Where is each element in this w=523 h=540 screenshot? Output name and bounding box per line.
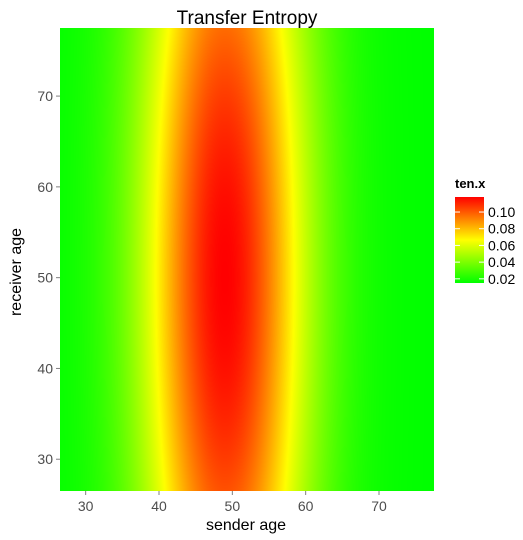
legend-tick-label: 0.10 [488, 204, 515, 220]
y-tick-label: 70 [37, 88, 53, 104]
y-tick-label: 50 [37, 270, 53, 286]
x-tick-label: 50 [225, 498, 241, 514]
color-legend: ten.x 0.020.040.060.080.10 [455, 176, 515, 287]
legend-tick-label: 0.08 [488, 221, 515, 237]
x-tick-label: 60 [298, 498, 314, 514]
legend-title: ten.x [455, 176, 486, 191]
y-tick-label: 60 [37, 179, 53, 195]
x-tick-label: 40 [151, 498, 167, 514]
x-tick-label: 70 [371, 498, 387, 514]
legend-colorbar [455, 197, 484, 283]
x-tick-label: 30 [78, 498, 94, 514]
y-axis-title: receiver age [8, 228, 25, 316]
heatmap-surface [60, 28, 434, 491]
x-axis: 30 40 50 60 70 [78, 491, 387, 514]
y-tick-label: 40 [37, 360, 53, 376]
legend-tick-label: 0.02 [488, 271, 515, 287]
y-tick-label: 30 [37, 451, 53, 467]
chart-title: Transfer Entropy [177, 8, 318, 29]
x-axis-title: sender age [206, 517, 286, 534]
y-axis: 30 40 50 60 70 [37, 88, 60, 467]
legend-tick-label: 0.04 [488, 254, 515, 270]
heatmap-raster [60, 28, 434, 491]
legend-tick-label: 0.06 [488, 237, 515, 253]
